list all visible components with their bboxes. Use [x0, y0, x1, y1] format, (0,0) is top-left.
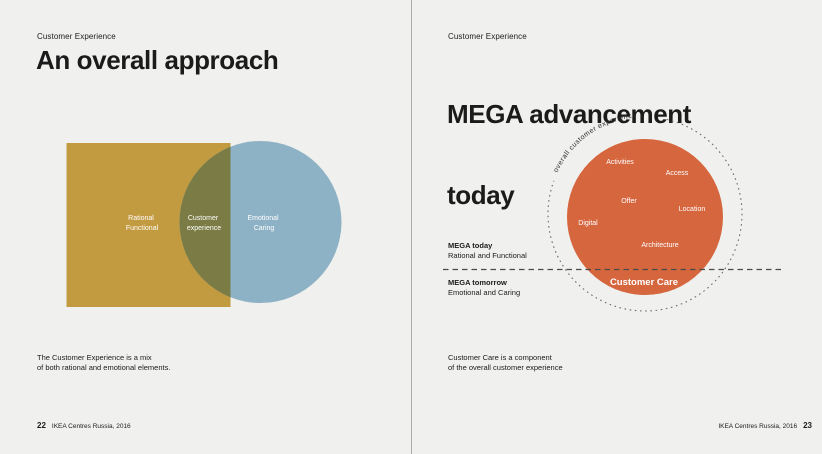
venn-diagram: Rational Functional Customer experience … — [66, 141, 342, 307]
venn-label-emotional: Emotional Caring — [247, 215, 280, 232]
venn-label-customer-experience: Customer experience — [187, 215, 221, 232]
item-label-activities: Activities — [606, 159, 634, 166]
right-footer: IKEA Centres Russia, 2016 23 — [718, 421, 812, 430]
left-caption-line1: The Customer Experience is a mix — [37, 353, 152, 362]
right-caption-line2: of the overall customer experience — [448, 362, 563, 372]
venn-label-rational: Rational Functional — [126, 215, 159, 232]
right-footer-credit: IKEA Centres Russia, 2016 — [718, 423, 798, 430]
item-label-digital: Digital — [578, 220, 598, 227]
left-caption: The Customer Experience is a mix of both… — [37, 353, 170, 372]
dotted-outer-circle — [547, 118, 743, 312]
page-divider — [411, 0, 412, 454]
right-caption: Customer Care is a component of the over… — [448, 353, 563, 372]
mega-today-sub: Rational and Functional — [448, 250, 527, 260]
venn-overlap — [179, 146, 231, 298]
item-label-offer: Offer — [621, 198, 637, 205]
right-eyebrow: Customer Experience — [448, 32, 527, 41]
customer-experience-diagram: overall customer experience Activities A… — [443, 112, 785, 312]
mega-today-block: MEGA today Rational and Functional — [448, 241, 527, 260]
item-label-architecture: Architecture — [641, 242, 678, 249]
left-caption-line2: of both rational and emotional elements. — [37, 362, 171, 372]
mega-tomorrow-sub: Emotional and Caring — [448, 287, 521, 297]
left-page-title: An overall approach — [36, 45, 279, 75]
left-page-number: 22 — [37, 421, 46, 430]
mega-today-label: MEGA today — [448, 241, 493, 250]
item-label-access: Access — [666, 170, 689, 177]
mega-tomorrow-label: MEGA tomorrow — [448, 278, 507, 287]
right-title-line1: MEGA advancement — [447, 99, 692, 129]
customer-care-label: Customer Care — [610, 277, 678, 288]
item-label-location: Location — [679, 206, 706, 213]
right-caption-line1: Customer Care is a component — [448, 353, 552, 362]
left-eyebrow: Customer Experience — [37, 32, 116, 41]
customer-care-circle — [567, 139, 723, 295]
mega-tomorrow-block: MEGA tomorrow Emotional and Caring — [448, 278, 520, 297]
left-footer-credit: IKEA Centres Russia, 2016 — [51, 423, 131, 430]
left-footer: 22 IKEA Centres Russia, 2016 — [37, 421, 131, 430]
right-title-line2: today — [447, 180, 515, 210]
right-page-title: MEGA advancement today — [447, 47, 691, 263]
right-page-number: 23 — [803, 421, 812, 430]
